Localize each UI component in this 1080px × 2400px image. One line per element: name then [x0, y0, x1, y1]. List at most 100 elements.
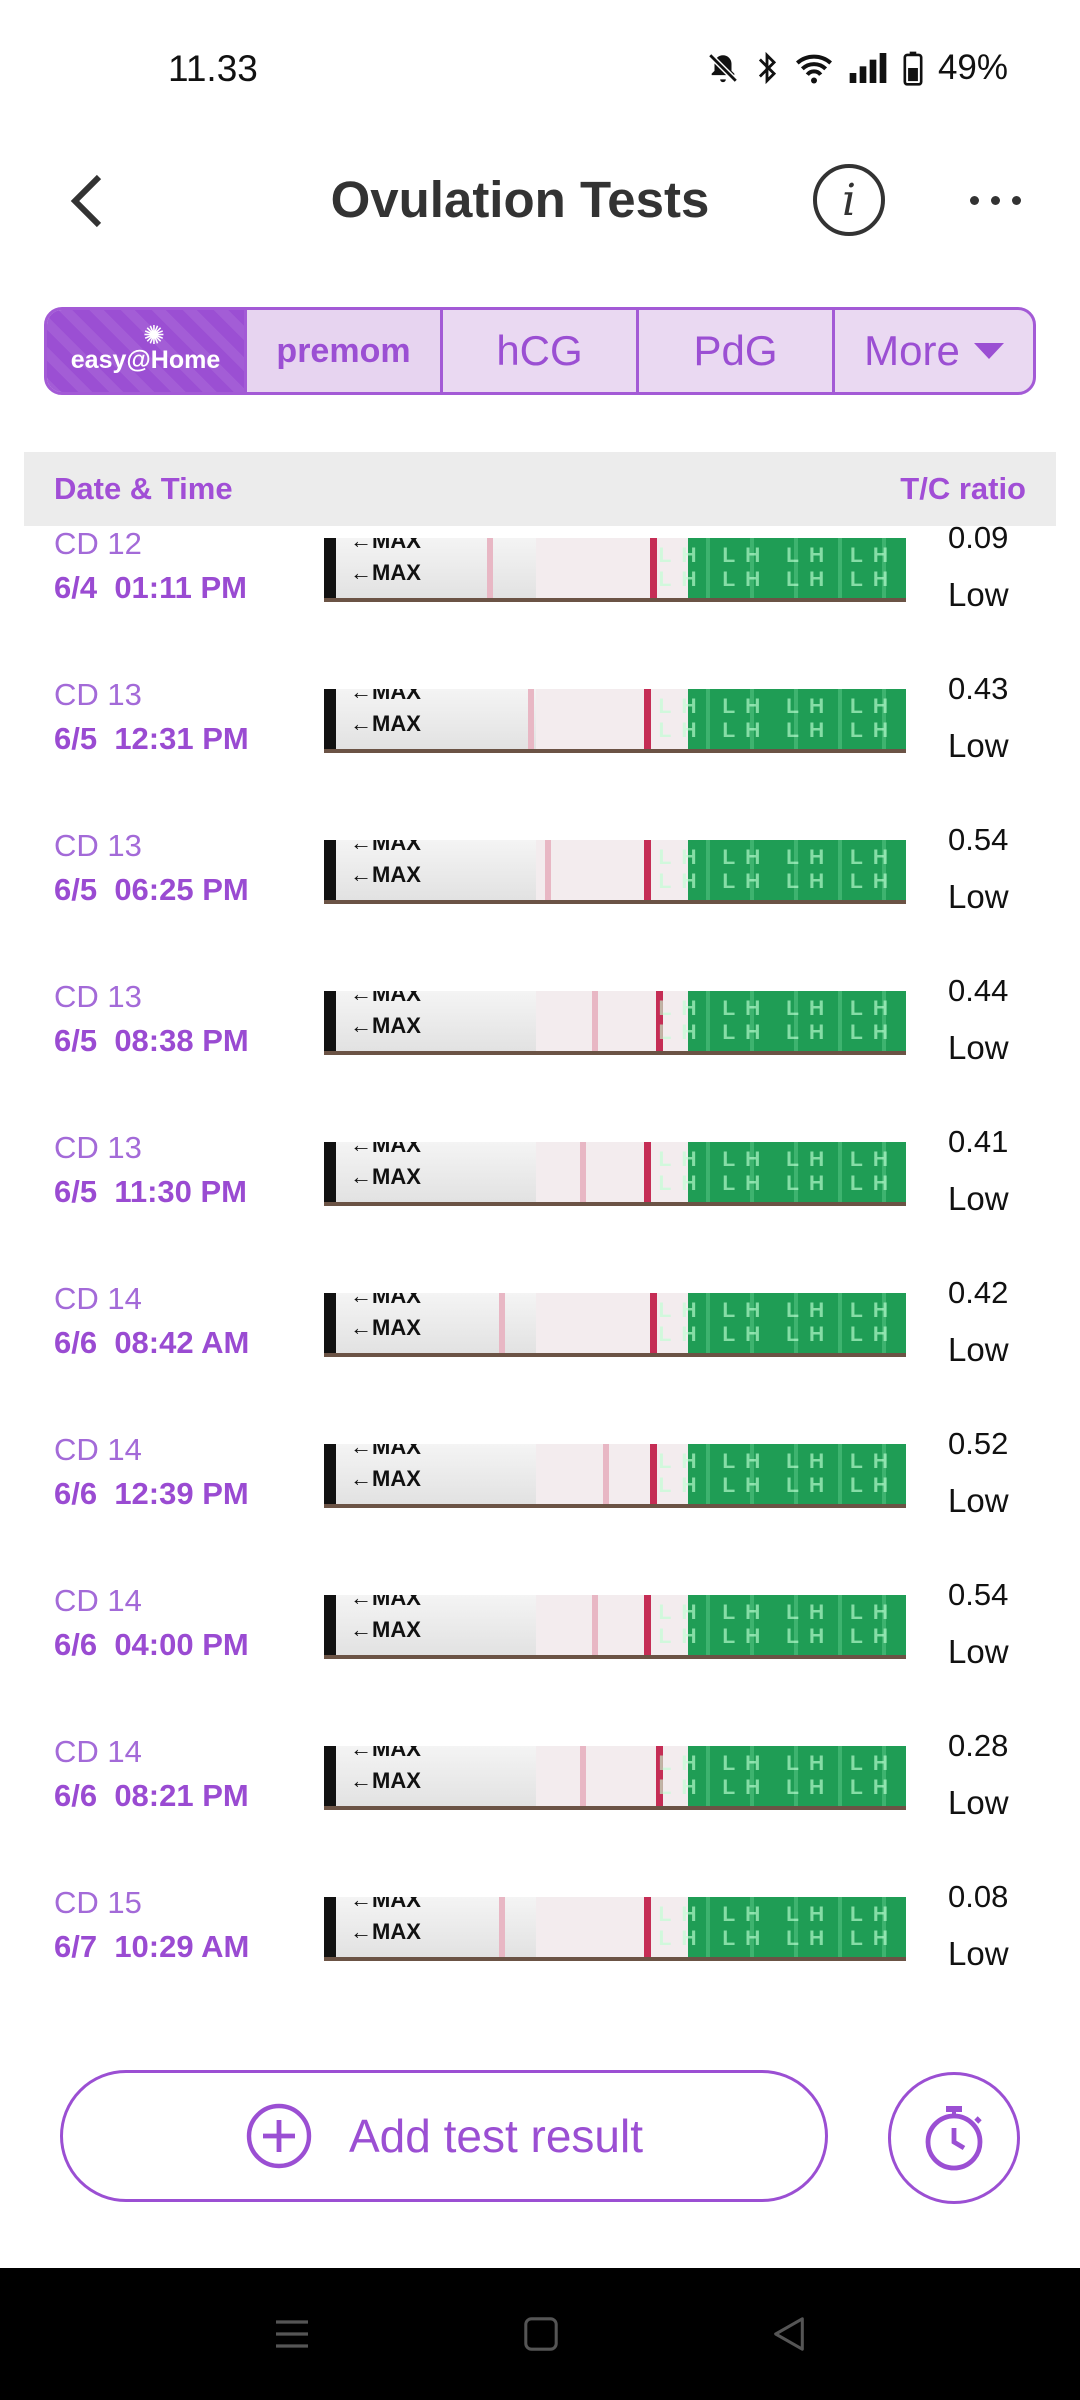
strip-lh-text: LH LH LH LH LH LH LH LH: [658, 846, 898, 893]
tab-premom[interactable]: premom: [247, 310, 443, 392]
strip-result-window: [536, 689, 696, 749]
plus-circle-icon: [246, 2103, 312, 2169]
strip-max-label: ←MAX: [350, 1444, 421, 1459]
test-datetime: 6/7 10:29 AM: [54, 1929, 250, 1964]
tab-easyhome[interactable]: ✺ easy@Home: [47, 310, 247, 392]
strip-max-label: ←MAX: [350, 1142, 421, 1157]
strip-max-label: ←MAX: [350, 1466, 421, 1491]
strip-tip: [324, 1293, 336, 1353]
strip-result-window: [536, 538, 696, 598]
strip-lh-band: [688, 991, 906, 1051]
strip-max-label: ←MAX: [350, 840, 421, 855]
test-datetime: 6/6 04:00 PM: [54, 1627, 249, 1662]
strip-handle: [336, 840, 536, 900]
info-button[interactable]: i: [813, 164, 885, 236]
strip-max-label: ←MAX: [350, 1013, 421, 1038]
test-row-7[interactable]: CD 14 6/6 12:39 PM ←MAX ←MAX LH LH LH LH…: [0, 1422, 1080, 1573]
test-row-10[interactable]: CD 15 6/7 10:29 AM ←MAX ←MAX LH LH LH LH…: [0, 1875, 1080, 1996]
strip-lh-band: [688, 840, 906, 900]
status-bar: 11.33 49%: [0, 0, 1080, 140]
battery-percent: 49%: [937, 48, 1008, 87]
recent-apps-icon[interactable]: [272, 2316, 312, 2352]
result-level: Low: [948, 878, 1009, 915]
tab-pdg[interactable]: PdG: [639, 310, 835, 392]
strip-max-label: ←MAX: [350, 862, 421, 887]
tc-ratio-value: 0.08: [948, 1879, 1009, 1914]
strip-handle: [336, 1595, 536, 1655]
result-level: Low: [948, 1331, 1009, 1368]
strip-max-label: ←MAX: [350, 538, 421, 553]
strip-result-window: [536, 1293, 696, 1353]
strip-max-label: ←MAX: [350, 1746, 421, 1761]
test-strip-image: ←MAX ←MAX LH LH LH LH LH LH LH LH: [324, 840, 906, 904]
flower-logo-icon: ✺: [143, 320, 165, 350]
strip-test-line: [499, 1293, 505, 1353]
cycle-day: CD 14: [54, 1432, 142, 1467]
strip-test-line: [487, 538, 493, 598]
tc-ratio-value: 0.54: [948, 822, 1009, 857]
strip-test-line: [545, 840, 551, 900]
cycle-day: CD 12: [54, 526, 142, 561]
test-row-1[interactable]: CD 12 6/4 01:11 PM ←MAX ←MAX LH LH LH LH…: [0, 526, 1080, 667]
tc-ratio-value: 0.28: [948, 1728, 1009, 1763]
timer-button[interactable]: [888, 2072, 1020, 2204]
strip-lh-band: [688, 1746, 906, 1806]
system-nav-bar: [0, 2268, 1080, 2400]
home-icon[interactable]: [522, 2315, 560, 2353]
test-row-4[interactable]: CD 13 6/5 08:38 PM ←MAX ←MAX LH LH LH LH…: [0, 969, 1080, 1120]
strip-lh-text: LH LH LH LH LH LH LH LH: [658, 1601, 898, 1648]
column-date-time: Date & Time: [54, 471, 233, 506]
test-row-8[interactable]: CD 14 6/6 04:00 PM ←MAX ←MAX LH LH LH LH…: [0, 1573, 1080, 1724]
caret-down-icon: [973, 343, 1004, 359]
test-row-2[interactable]: CD 13 6/5 12:31 PM ←MAX ←MAX LH LH LH LH…: [0, 667, 1080, 818]
strip-control-line: [656, 991, 663, 1051]
result-level: Low: [948, 1784, 1009, 1821]
strip-handle: [336, 1746, 536, 1806]
stopwatch-icon: [925, 2106, 983, 2171]
test-strip-image: ←MAX ←MAX LH LH LH LH LH LH LH LH: [324, 1595, 906, 1659]
back-button[interactable]: [52, 166, 122, 236]
strip-tip: [324, 840, 336, 900]
test-strip-image: ←MAX ←MAX LH LH LH LH LH LH LH LH: [324, 991, 906, 1055]
battery-icon: [903, 51, 923, 86]
strip-test-line: [592, 991, 598, 1051]
strip-test-line: [580, 1142, 586, 1202]
test-datetime: 6/6 08:42 AM: [54, 1325, 250, 1360]
result-level: Low: [948, 576, 1009, 613]
test-row-9[interactable]: CD 14 6/6 08:21 PM ←MAX ←MAX LH LH LH LH…: [0, 1724, 1080, 1875]
tc-ratio-value: 0.09: [948, 526, 1009, 555]
test-row-6[interactable]: CD 14 6/6 08:42 AM ←MAX ←MAX LH LH LH LH…: [0, 1271, 1080, 1422]
add-test-result-button[interactable]: Add test result: [60, 2070, 828, 2202]
test-row-3[interactable]: CD 13 6/5 06:25 PM ←MAX ←MAX LH LH LH LH…: [0, 818, 1080, 969]
back-nav-icon[interactable]: [770, 2315, 808, 2353]
strip-max-label: ←MAX: [350, 560, 421, 585]
test-row-5[interactable]: CD 13 6/5 11:30 PM ←MAX ←MAX LH LH LH LH…: [0, 1120, 1080, 1271]
strip-control-line: [644, 1142, 651, 1202]
strip-lh-band: [688, 689, 906, 749]
strip-tip: [324, 689, 336, 749]
strip-control-line: [650, 1444, 657, 1504]
strip-control-line: [656, 1746, 663, 1806]
test-strip-image: ←MAX ←MAX LH LH LH LH LH LH LH LH: [324, 1897, 906, 1961]
strip-max-label: ←MAX: [350, 1293, 421, 1308]
app-header: Ovulation Tests i: [0, 140, 1080, 260]
strip-lh-band: [688, 1142, 906, 1202]
strip-handle: [336, 538, 536, 598]
tab-more[interactable]: More: [835, 310, 1033, 392]
strip-lh-band: [688, 1595, 906, 1655]
result-level: Low: [948, 1935, 1009, 1972]
cycle-day: CD 14: [54, 1583, 142, 1618]
tc-ratio-value: 0.52: [948, 1426, 1009, 1461]
strip-max-label: ←MAX: [350, 711, 421, 736]
strip-result-window: [536, 1897, 696, 1957]
strip-max-label: ←MAX: [350, 1315, 421, 1340]
more-options-button[interactable]: [955, 170, 1035, 230]
test-datetime: 6/6 08:21 PM: [54, 1778, 249, 1813]
strip-tip: [324, 991, 336, 1051]
strip-lh-text: LH LH LH LH LH LH LH LH: [658, 1752, 898, 1799]
page-title: Ovulation Tests: [330, 171, 710, 228]
tab-hcg[interactable]: hCG: [443, 310, 639, 392]
strip-lh-text: LH LH LH LH LH LH LH LH: [658, 1299, 898, 1346]
strip-result-window: [536, 1595, 696, 1655]
column-tc-ratio: T/C ratio: [900, 471, 1026, 506]
